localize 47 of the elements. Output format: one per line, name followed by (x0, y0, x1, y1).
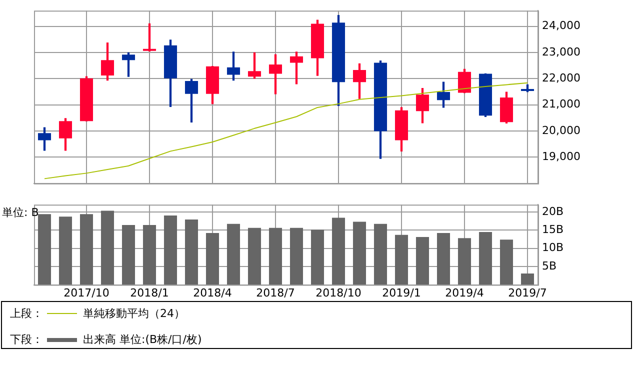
y-tick-label: 10B (542, 241, 564, 254)
y-tick-label: 5B (542, 259, 557, 272)
x-tick-label: 2018/1 (130, 286, 169, 300)
y-tick-label: 22,000 (542, 72, 580, 85)
bar (394, 234, 408, 285)
bar (38, 214, 52, 285)
y-tick-label: 23,000 (542, 45, 580, 58)
y-tick-label: 20,000 (542, 124, 580, 137)
bar (142, 225, 156, 285)
bar (290, 228, 304, 285)
x-tick-label: 2018/4 (193, 286, 232, 300)
bar (310, 230, 324, 285)
bar (332, 218, 346, 285)
y-tick-label: 20B (542, 204, 564, 218)
y-tick-label: 19,000 (542, 150, 580, 164)
annotation: 単位: B (2, 206, 39, 219)
bar (416, 237, 430, 285)
legend-label: 出来高 単位:(B株/口/枚) (83, 332, 202, 347)
x-tick-label: 2019/4 (445, 286, 484, 300)
x-tick-label: 2018/7 (256, 286, 295, 300)
bar (436, 233, 450, 285)
bar (122, 225, 136, 285)
legend-title: 上段： (10, 306, 43, 321)
bar (374, 224, 388, 285)
bar (184, 220, 198, 285)
bar (268, 228, 282, 285)
bar (100, 210, 114, 285)
x-tick-label: 2018/10 (316, 286, 362, 300)
x-tick-label: 2019/7 (508, 286, 547, 300)
bar (458, 238, 472, 285)
y-tick-label: 21,000 (542, 98, 580, 111)
bar (80, 214, 94, 285)
bar (164, 216, 178, 285)
x-tick-label: 2017/10 (64, 286, 110, 300)
bar (58, 216, 72, 285)
bar (520, 274, 534, 285)
bar (478, 232, 492, 285)
bar (248, 228, 262, 285)
bar (500, 240, 514, 285)
bar (226, 224, 240, 285)
y-tick-label: 15B (542, 222, 564, 236)
bar (352, 222, 366, 285)
legend-title: 下段： (10, 332, 43, 347)
x-tick-label: 2019/1 (382, 286, 421, 300)
legend-label: 単純移動平均（24） (83, 306, 185, 321)
y-tick-label: 24,000 (542, 19, 580, 32)
bar (206, 233, 220, 285)
